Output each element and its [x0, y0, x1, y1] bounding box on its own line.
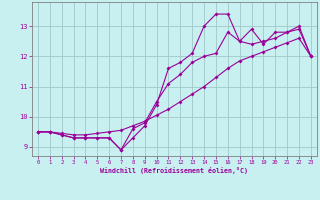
X-axis label: Windchill (Refroidissement éolien,°C): Windchill (Refroidissement éolien,°C) — [100, 167, 248, 174]
